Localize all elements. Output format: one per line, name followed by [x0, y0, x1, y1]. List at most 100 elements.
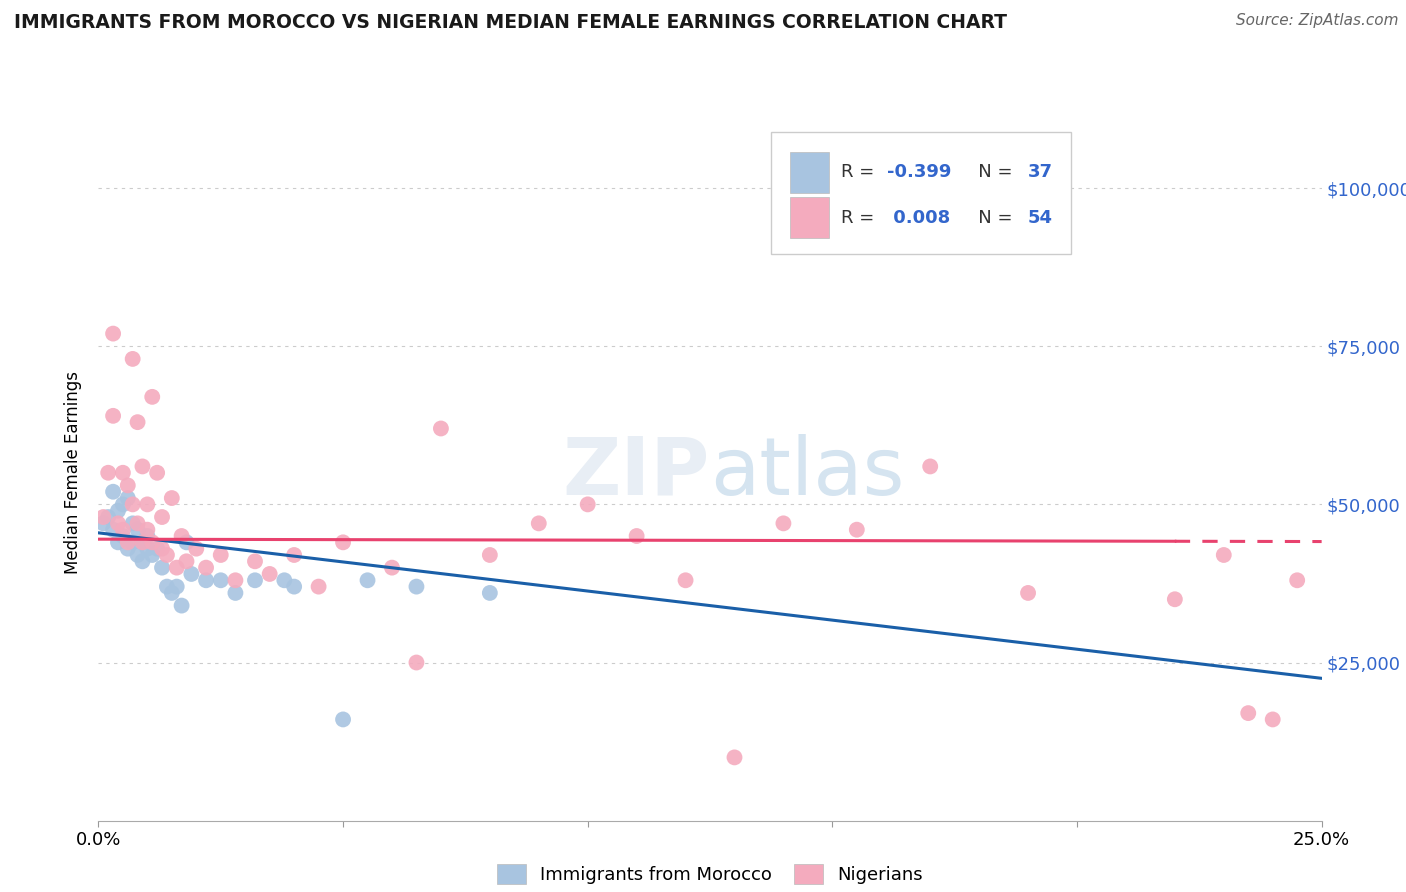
Point: [101, 484, 124, 499]
Point: [111, 523, 134, 537]
Point: [91, 516, 114, 531]
Point: [209, 548, 232, 562]
Point: [478, 548, 501, 562]
Text: IMMIGRANTS FROM MOROCCO VS NIGERIAN MEDIAN FEMALE EARNINGS CORRELATION CHART: IMMIGRANTS FROM MOROCCO VS NIGERIAN MEDI…: [14, 13, 1007, 32]
Point: [381, 560, 404, 574]
Point: [141, 548, 163, 562]
Point: [127, 516, 149, 531]
Point: [107, 535, 129, 549]
Point: [209, 574, 232, 588]
Point: [131, 535, 153, 549]
Point: [111, 497, 134, 511]
Legend: Immigrants from Morocco, Nigerians: Immigrants from Morocco, Nigerians: [489, 856, 931, 892]
Point: [131, 459, 153, 474]
FancyBboxPatch shape: [772, 132, 1071, 253]
Point: [127, 523, 149, 537]
Point: [136, 523, 159, 537]
Text: R =: R =: [841, 209, 880, 227]
Point: [1164, 592, 1187, 607]
Point: [1212, 548, 1234, 562]
Point: [723, 750, 745, 764]
Point: [121, 516, 143, 531]
Point: [1237, 706, 1260, 720]
Point: [127, 415, 149, 429]
Point: [224, 586, 246, 600]
Point: [1017, 586, 1039, 600]
Point: [107, 504, 129, 518]
Point: [176, 535, 198, 549]
Point: [332, 713, 354, 727]
Point: [117, 491, 139, 505]
Text: R =: R =: [841, 163, 880, 181]
Point: [845, 523, 868, 537]
Point: [131, 554, 153, 568]
Point: [576, 497, 599, 511]
Point: [121, 535, 143, 549]
Point: [146, 541, 169, 556]
Text: atlas: atlas: [710, 434, 904, 512]
Point: [117, 541, 139, 556]
Point: [920, 459, 942, 474]
Point: [243, 554, 266, 568]
Point: [117, 478, 139, 492]
Point: [97, 510, 120, 524]
Text: N =: N =: [960, 163, 1018, 181]
Point: [111, 466, 134, 480]
Point: [195, 560, 218, 574]
Point: [146, 466, 169, 480]
Text: 37: 37: [1028, 163, 1053, 181]
Point: [141, 535, 163, 549]
Text: Source: ZipAtlas.com: Source: ZipAtlas.com: [1236, 13, 1399, 29]
Point: [405, 656, 427, 670]
Point: [308, 580, 330, 594]
Point: [527, 516, 550, 531]
Point: [675, 574, 697, 588]
Point: [166, 560, 188, 574]
Point: [180, 566, 202, 581]
Point: [136, 541, 159, 556]
Point: [626, 529, 648, 543]
Text: ZIP: ZIP: [562, 434, 710, 512]
Point: [117, 535, 139, 549]
Point: [1261, 713, 1284, 727]
Point: [478, 586, 501, 600]
Point: [150, 541, 173, 556]
Point: [127, 548, 149, 562]
Point: [273, 574, 295, 588]
Point: [150, 560, 173, 574]
Point: [259, 566, 281, 581]
Point: [91, 510, 114, 524]
Point: [283, 580, 305, 594]
Point: [121, 497, 143, 511]
FancyBboxPatch shape: [790, 197, 828, 238]
Text: N =: N =: [960, 209, 1018, 227]
Point: [160, 491, 183, 505]
Point: [156, 548, 179, 562]
Point: [101, 409, 124, 423]
Point: [1286, 574, 1309, 588]
Point: [243, 574, 266, 588]
Point: [97, 466, 120, 480]
Point: [156, 580, 179, 594]
FancyBboxPatch shape: [790, 152, 828, 193]
Point: [121, 351, 143, 366]
Point: [772, 516, 794, 531]
Point: [430, 421, 453, 435]
Point: [283, 548, 305, 562]
Text: 0.008: 0.008: [887, 209, 950, 227]
Point: [405, 580, 427, 594]
Point: [101, 523, 124, 537]
Point: [150, 510, 173, 524]
Point: [176, 554, 198, 568]
Point: [131, 535, 153, 549]
Point: [111, 529, 134, 543]
Text: 54: 54: [1028, 209, 1053, 227]
Point: [101, 326, 124, 341]
Point: [141, 390, 163, 404]
Point: [166, 580, 188, 594]
Point: [224, 574, 246, 588]
Y-axis label: Median Female Earnings: Median Female Earnings: [65, 371, 83, 574]
Point: [136, 529, 159, 543]
Point: [195, 574, 218, 588]
Point: [170, 529, 193, 543]
